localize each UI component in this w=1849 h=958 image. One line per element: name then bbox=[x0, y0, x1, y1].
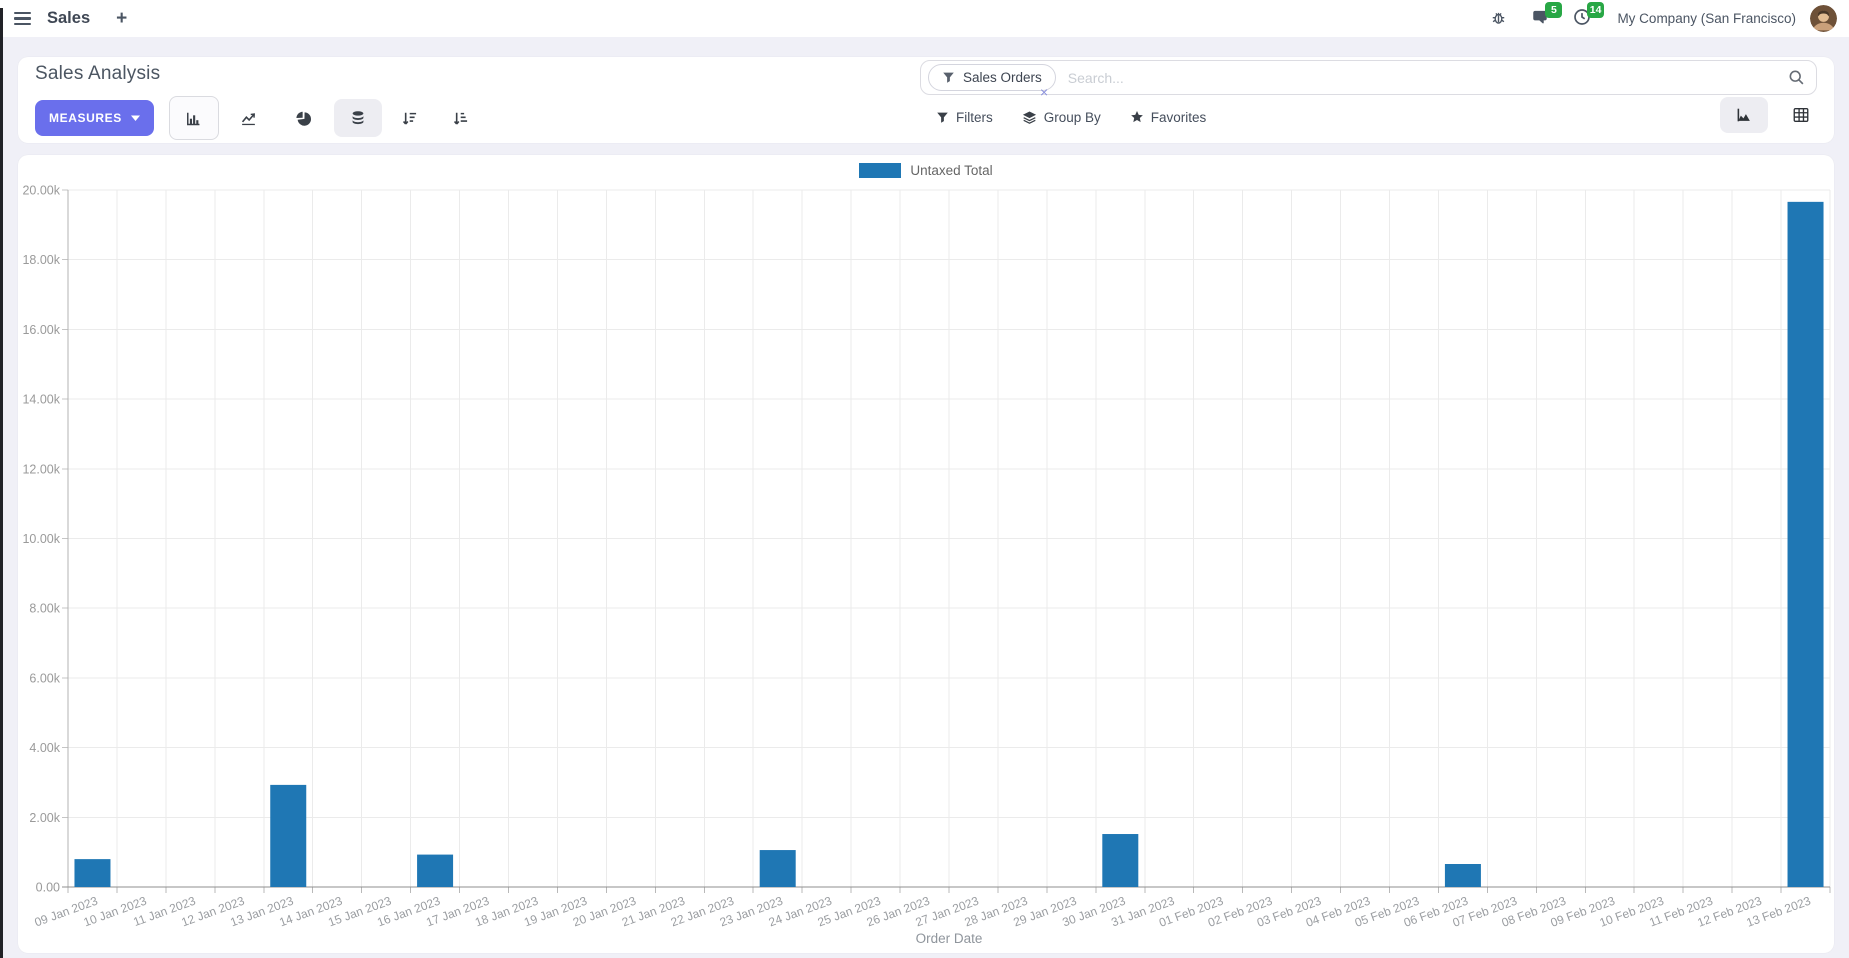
graph-view-button[interactable] bbox=[1720, 97, 1768, 133]
company-switcher[interactable]: My Company (San Francisco) bbox=[1617, 11, 1796, 26]
y-tick-label: 6.00k bbox=[29, 671, 60, 685]
plus-icon[interactable]: + bbox=[116, 8, 128, 29]
y-tick-label: 12.00k bbox=[22, 462, 60, 476]
y-tick-label: 14.00k bbox=[22, 393, 60, 407]
pivot-view-button[interactable] bbox=[1777, 97, 1825, 133]
app-title[interactable]: Sales bbox=[47, 9, 91, 27]
legend-swatch bbox=[859, 163, 902, 178]
search-bar[interactable]: Sales Orders bbox=[920, 60, 1817, 95]
y-tick-label: 2.00k bbox=[29, 811, 60, 825]
line-chart-icon bbox=[240, 110, 257, 127]
y-tick-label: 16.00k bbox=[22, 323, 60, 337]
stacked-toggle-button[interactable] bbox=[333, 99, 382, 137]
bar[interactable] bbox=[270, 784, 307, 887]
apps-menu-button[interactable] bbox=[14, 11, 31, 26]
y-tick-label: 18.00k bbox=[22, 253, 60, 267]
bar[interactable] bbox=[417, 854, 454, 887]
x-axis-title: Order Date bbox=[916, 931, 983, 946]
legend-item[interactable]: Untaxed Total bbox=[859, 163, 993, 178]
chat-icon bbox=[1531, 8, 1549, 29]
filter-icon bbox=[936, 111, 949, 124]
messages-count-badge: 5 bbox=[1545, 1, 1563, 18]
chart-grid: 0.00 2.00k 4.00k 6.00k 8.00k 10.00k 12.00k 14.0… bbox=[22, 184, 1831, 895]
filter-icon bbox=[942, 71, 955, 84]
search-input[interactable] bbox=[1055, 69, 1788, 86]
top-navbar: Sales + 5 14 My Company (San Fra bbox=[0, 0, 1849, 37]
group-by-button[interactable]: Group By bbox=[1022, 110, 1101, 125]
control-panel: Sales Analysis MEASURES bbox=[18, 57, 1834, 143]
activities-button[interactable]: 14 bbox=[1569, 1, 1605, 32]
filters-button[interactable]: Filters bbox=[936, 110, 993, 125]
chart-bars bbox=[74, 201, 1824, 887]
search-icon[interactable] bbox=[1788, 69, 1805, 86]
bar[interactable] bbox=[1787, 201, 1824, 887]
y-tick-label: 10.00k bbox=[22, 532, 60, 546]
chart-legend: Untaxed Total bbox=[18, 163, 1834, 178]
chart-area: Untaxed Total 0.00 2.00k 4.00k 6.00k 8.00k 10… bbox=[18, 155, 1834, 953]
page-title: Sales Analysis bbox=[35, 63, 161, 84]
bar-chart-button[interactable] bbox=[168, 96, 219, 140]
favorites-label: Favorites bbox=[1150, 109, 1207, 125]
activities-count-badge: 14 bbox=[1586, 1, 1605, 18]
pie-chart-button[interactable] bbox=[279, 96, 329, 140]
bar-chart-icon bbox=[185, 110, 202, 127]
y-tick-label: 20.00k bbox=[22, 184, 60, 198]
pie-chart-icon bbox=[295, 110, 312, 127]
sort-descending-icon bbox=[401, 110, 418, 127]
y-tick-label: 0.00 bbox=[36, 881, 60, 895]
group-by-label: Group By bbox=[1043, 109, 1101, 125]
y-tick-label: 4.00k bbox=[29, 741, 60, 755]
measures-button[interactable]: MEASURES bbox=[35, 100, 154, 136]
line-chart-button[interactable] bbox=[224, 96, 274, 140]
pivot-table-icon bbox=[1792, 106, 1810, 124]
favorites-button[interactable]: Favorites bbox=[1130, 109, 1207, 125]
sort-descending-button[interactable] bbox=[387, 96, 433, 140]
filters-label: Filters bbox=[956, 109, 993, 125]
window-left-edge bbox=[0, 8, 3, 958]
debug-button[interactable] bbox=[1485, 6, 1511, 32]
facet-label: Sales Orders bbox=[963, 70, 1042, 85]
sales-chart-svg: 0.00 2.00k 4.00k 6.00k 8.00k 10.00k 12.00k 14.0… bbox=[22, 184, 1831, 946]
stacked-icon bbox=[350, 110, 366, 126]
legend-label: Untaxed Total bbox=[910, 163, 993, 178]
y-tick-label: 8.00k bbox=[29, 602, 60, 616]
bar[interactable] bbox=[1444, 863, 1481, 887]
bar[interactable] bbox=[1102, 834, 1139, 887]
user-avatar[interactable] bbox=[1810, 5, 1837, 32]
bug-icon bbox=[1490, 9, 1507, 29]
measures-label: MEASURES bbox=[49, 111, 122, 125]
toolbar: MEASURES bbox=[35, 96, 484, 140]
area-chart-icon bbox=[1735, 106, 1753, 124]
bar[interactable] bbox=[74, 859, 111, 887]
star-icon bbox=[1130, 110, 1144, 124]
view-switcher bbox=[1720, 97, 1825, 133]
search-facet-sales-orders[interactable]: Sales Orders bbox=[928, 64, 1056, 91]
sort-ascending-button[interactable] bbox=[438, 96, 484, 140]
caret-down-icon bbox=[130, 115, 140, 121]
facet-remove-icon[interactable]: × bbox=[1040, 84, 1049, 100]
bar[interactable] bbox=[759, 850, 796, 887]
layers-icon bbox=[1022, 110, 1037, 125]
search-options: Filters Group By Favorites bbox=[936, 104, 1206, 130]
messages-button[interactable]: 5 bbox=[1527, 1, 1563, 32]
sort-ascending-icon bbox=[452, 110, 469, 127]
hamburger-icon bbox=[14, 11, 31, 26]
